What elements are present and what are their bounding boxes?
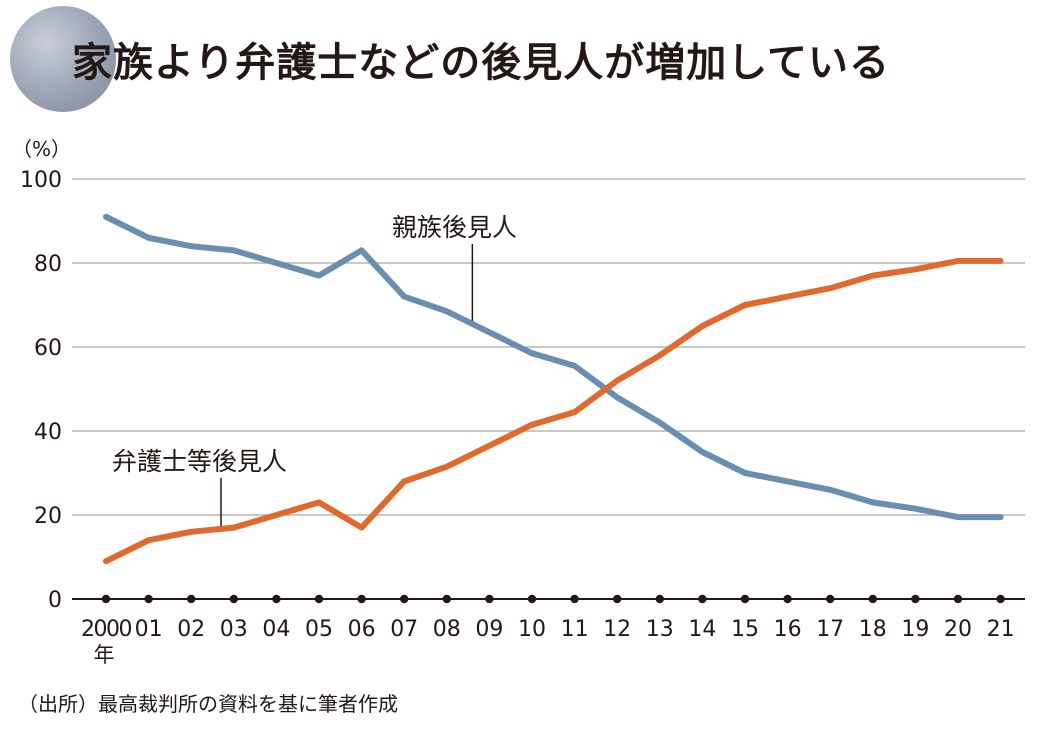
x-axis-dot <box>442 594 451 604</box>
x-axis-dot <box>911 594 920 604</box>
x-axis-dot <box>272 594 281 604</box>
x-axis-dot <box>357 594 366 604</box>
x-axis-dot <box>400 594 409 604</box>
series-label: 弁護士等後見人 <box>112 447 287 476</box>
series-label-leaders <box>220 244 474 529</box>
x-tick-label: 15 <box>731 617 759 642</box>
x-axis-dot <box>229 594 238 604</box>
series-line <box>103 213 1004 521</box>
x-tick-label: 02 <box>177 617 205 642</box>
x-tick-label: 2000 <box>81 617 131 642</box>
series-line <box>103 257 1004 565</box>
x-tick-label: 17 <box>816 617 844 642</box>
x-tick-label: 10 <box>518 617 546 642</box>
x-axis-dot <box>144 594 153 604</box>
x-tick-label: 19 <box>901 617 929 642</box>
series-label: 親族後見人 <box>392 213 517 242</box>
x-tick-label: 21 <box>987 617 1015 642</box>
y-tick-label: 80 <box>34 252 62 277</box>
x-tick-label: 05 <box>305 617 333 642</box>
x-tick-label: 18 <box>859 617 887 642</box>
y-tick-label: 20 <box>34 504 62 529</box>
x-axis-dot <box>740 594 750 604</box>
x-tick-label: 08 <box>433 617 461 642</box>
x-tick-label: 01 <box>135 617 163 642</box>
x-axis-dot <box>527 594 537 604</box>
x-tick-label: 12 <box>603 617 631 642</box>
line-chart: 0 20 40 60 80 100 2000 01 02 03 04 05 06 07 08 09 10 11 1… <box>20 168 1025 667</box>
x-axis-dot <box>953 594 963 604</box>
title-decoration-circle <box>10 6 116 112</box>
source-note: （出所）最高裁判所の資料を基に筆者作成 <box>18 692 398 716</box>
x-tick-label: 06 <box>348 617 376 642</box>
y-tick-label: 40 <box>34 420 62 445</box>
x-axis-dot <box>570 594 579 604</box>
x-axis-dots <box>101 594 1005 604</box>
x-tick-label: 13 <box>646 617 674 642</box>
x-tick-labels: 2000 01 02 03 04 05 06 07 08 09 10 11 12 13 14 15 16 17 18… <box>81 617 1015 667</box>
x-axis-dot <box>613 594 622 604</box>
y-tick-label: 100 <box>20 168 62 193</box>
x-axis-dot <box>655 594 664 604</box>
grid-lines <box>72 178 1025 600</box>
x-tick-label: 14 <box>688 617 716 642</box>
x-axis-dot <box>996 594 1005 604</box>
x-tick-label: 20 <box>944 617 972 642</box>
x-axis-dot <box>101 594 111 604</box>
x-tick-label: 03 <box>220 617 248 642</box>
x-tick-label: 09 <box>475 617 503 642</box>
y-tick-label: 0 <box>48 588 62 613</box>
x-axis-dot <box>187 594 196 604</box>
x-axis-dot <box>485 594 494 604</box>
y-axis-unit-label: （%） <box>12 137 72 161</box>
x-tick-label: 11 <box>561 617 589 642</box>
series-lines <box>103 213 1004 565</box>
x-axis-dot <box>314 594 324 604</box>
y-tick-label: 60 <box>34 336 62 361</box>
x-tick-label: 04 <box>262 617 290 642</box>
x-tick-label: 16 <box>774 617 802 642</box>
x-tick-label: 07 <box>390 617 418 642</box>
x-axis-dot <box>868 594 877 604</box>
x-tick-year-suffix: 年 <box>94 643 115 667</box>
x-axis-dot <box>783 594 792 604</box>
y-tick-labels: 0 20 40 60 80 100 <box>20 168 62 613</box>
x-axis-dot <box>826 594 835 604</box>
x-axis-dot <box>698 594 707 604</box>
chart-title: 家族より弁護士などの後見人が増加している <box>72 40 890 86</box>
